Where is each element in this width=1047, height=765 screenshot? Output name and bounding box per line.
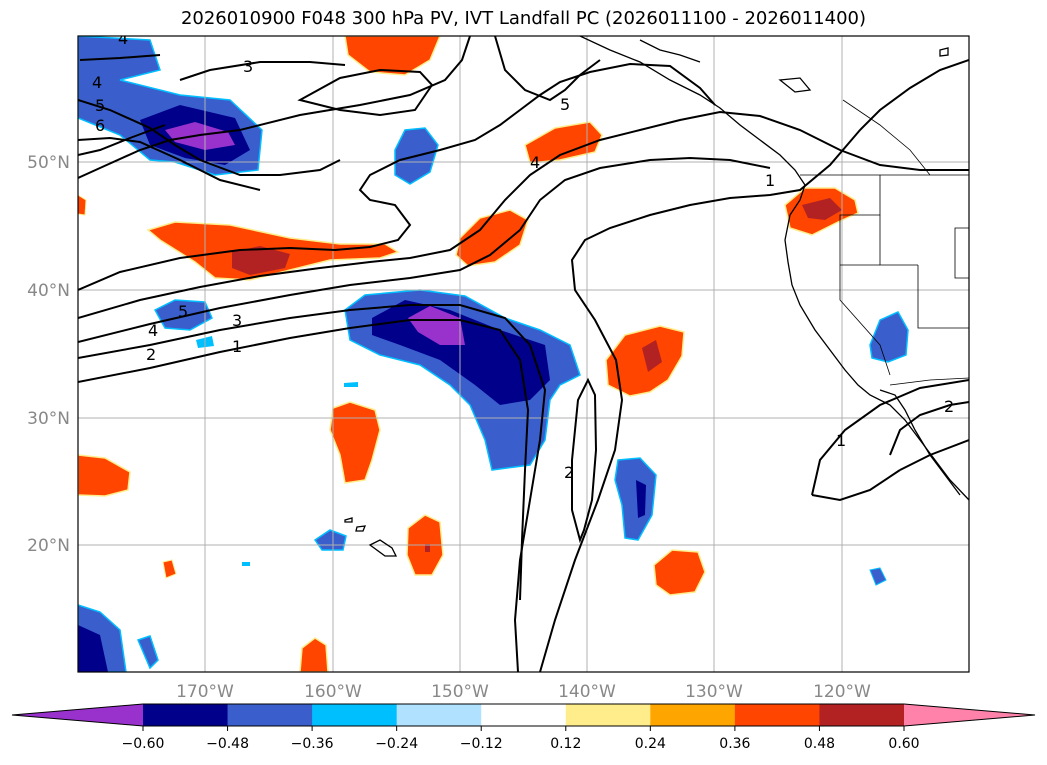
colorbar-segment [565,704,651,726]
contour-label: 5 [95,96,105,115]
contour-label: 4 [530,153,540,172]
lon-label: 170°W [176,682,234,702]
colorbar-tick-label: −0.60 [122,736,165,752]
colorbar-tick-label: −0.48 [206,736,249,752]
pv-positive-anomalies [78,36,859,672]
map-area: 4 3 4 5 6 5 4 1 5 4 3 2 1 2 1 2 [78,29,969,672]
colorbar-tick-label: −0.24 [375,736,418,752]
pv-negative-anomalies [78,36,909,672]
contour-label: 1 [232,337,242,356]
contour-label: 4 [118,29,128,48]
colorbar-segment [819,704,905,726]
lon-label: 150°W [431,682,489,702]
lon-label: 160°W [304,682,362,702]
ivt-contours [78,36,969,672]
colorbar-tick-label: −0.36 [291,736,334,752]
colorbar-tick-label: 0.36 [719,736,750,752]
colorbar: −0.60 −0.48 −0.36 −0.24 −0.12 0.12 0.24 0.36 0.4… [11,703,1036,752]
contour-labels: 4 3 4 5 6 5 4 1 5 4 3 2 1 2 1 2 [92,29,954,482]
lat-label: 40°N [27,281,70,301]
colorbar-tick-label: 0.12 [550,736,581,752]
colorbar-tick-label: −0.12 [460,736,503,752]
contour-label: 2 [944,397,954,416]
latitude-labels: 50°N 40°N 30°N 20°N [27,153,70,556]
colorbar-extend-high [904,704,1035,726]
colorbar-segment [396,704,482,726]
map-title: 2026010900 F048 300 hPa PV, IVT Landfall… [180,8,867,29]
contour-label: 5 [178,302,188,321]
longitude-labels: 170°W 160°W 150°W 140°W 130°W 120°W [176,682,871,702]
colorbar-segment [143,704,229,726]
lon-label: 120°W [813,682,871,702]
map-frame [77,35,970,673]
colorbar-segment [734,704,820,726]
lat-label: 50°N [27,153,70,173]
colorbar-tick-label: 0.24 [635,736,666,752]
contour-label: 1 [836,431,846,450]
colorbar-extend-low [12,704,143,726]
colorbar-segment [227,704,313,726]
contour-label: 3 [232,311,242,330]
contour-label: 6 [95,116,105,135]
lat-label: 20°N [27,536,70,556]
lon-label: 130°W [685,682,743,702]
contour-label: 2 [146,345,156,364]
colorbar-segment [650,704,736,726]
contour-label: 1 [765,171,775,190]
lat-label: 30°N [27,409,70,429]
lon-label: 140°W [558,682,616,702]
colorbar-segment [481,704,567,726]
contour-label: 2 [564,463,574,482]
colorbar-tick-label: 0.48 [804,736,835,752]
borders [800,99,969,386]
colorbar-segment [312,704,398,726]
coastlines [344,36,969,557]
contour-label: 4 [148,321,158,340]
contour-label: 5 [560,95,570,114]
colorbar-tick-label: 0.60 [888,736,919,752]
contour-label: 4 [92,73,102,92]
contour-label: 3 [243,57,253,76]
